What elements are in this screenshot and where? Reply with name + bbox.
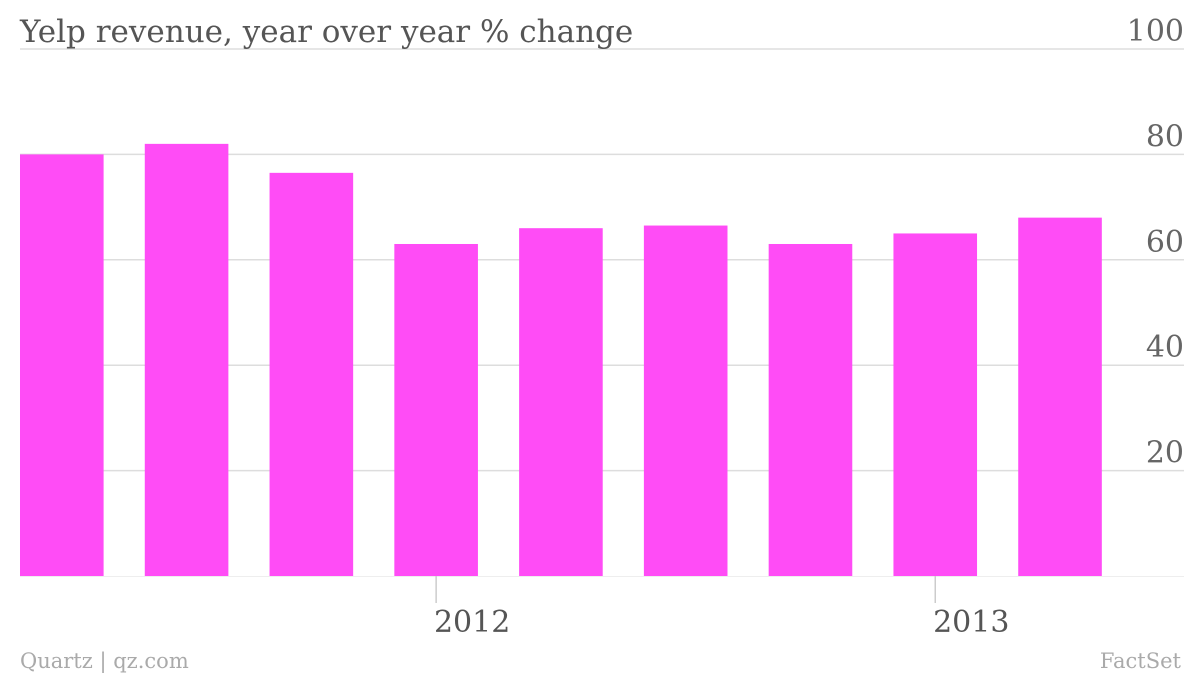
bars — [20, 143, 1102, 577]
bar — [893, 233, 978, 576]
y-axis: 20 40 60 80 100 — [1127, 14, 1184, 471]
bar — [394, 243, 478, 577]
bar — [269, 172, 354, 576]
bar — [643, 225, 728, 577]
bar — [144, 143, 229, 577]
bar — [1018, 217, 1102, 576]
y-tick-label: 60 — [1146, 225, 1184, 260]
x-axis: 2012 2013 — [434, 576, 1009, 640]
x-tick-label: 2013 — [933, 605, 1009, 640]
bar — [519, 228, 603, 576]
bar — [768, 243, 853, 577]
x-tick-label: 2012 — [434, 605, 510, 640]
credit-right: FactSet — [1100, 649, 1182, 673]
y-tick-label: 20 — [1146, 436, 1184, 471]
chart-title: Yelp revenue, year over year % change — [19, 14, 633, 50]
y-tick-label: 80 — [1146, 119, 1184, 154]
y-tick-label: 40 — [1146, 330, 1184, 365]
bar — [20, 154, 104, 576]
credit-left: Quartz | qz.com — [20, 649, 189, 674]
y-tick-label: 100 — [1127, 14, 1184, 49]
